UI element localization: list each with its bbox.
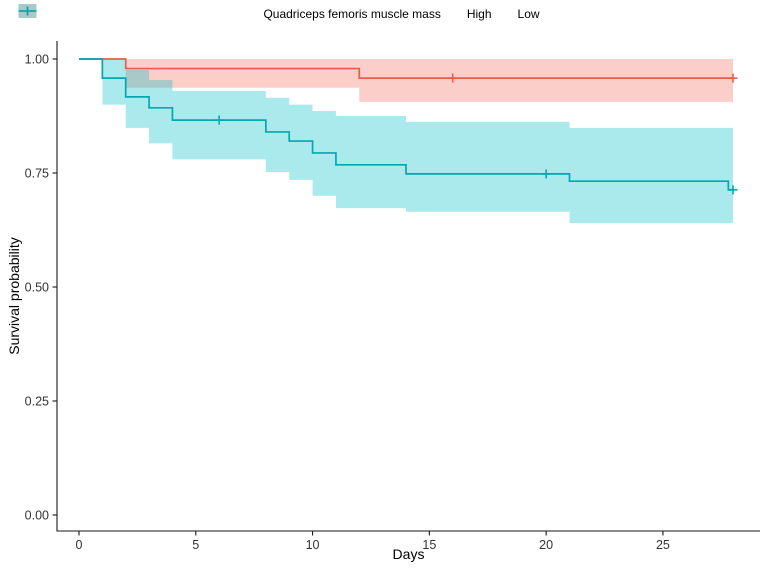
low-survival-curve bbox=[79, 58, 733, 191]
x-axis-title: Days bbox=[392, 546, 425, 562]
x-axis-tick-label: 15 bbox=[422, 538, 436, 552]
legend-label-high: High bbox=[466, 7, 492, 21]
high-survival-curve bbox=[79, 58, 733, 80]
x-axis-tick-label: 25 bbox=[656, 538, 670, 552]
y-axis-tick-label: 0.50 bbox=[25, 281, 49, 295]
low-confidence-band bbox=[102, 59, 733, 224]
axis-lines bbox=[56, 41, 760, 532]
legend-label-low: Low bbox=[517, 7, 540, 21]
y-axis-title: Survival probability bbox=[6, 237, 22, 355]
y-axis-tick-label: 0.25 bbox=[25, 395, 49, 409]
high-confidence-band bbox=[125, 59, 733, 102]
x-axis-tick-label: 0 bbox=[76, 538, 83, 552]
legend: Quadriceps femoris muscle mass High Low bbox=[18, 3, 767, 25]
y-axis-tick-label: 0.75 bbox=[25, 167, 49, 181]
y-axis-tick-label: 1.00 bbox=[25, 53, 49, 67]
x-axis-tick-label: 5 bbox=[192, 538, 199, 552]
y-axis-tick-label: 0.00 bbox=[25, 509, 49, 523]
x-axis-tick-label: 20 bbox=[539, 538, 553, 552]
x-axis-tick-label: 10 bbox=[306, 538, 320, 552]
legend-title: Quadriceps femoris muscle mass bbox=[263, 7, 441, 21]
